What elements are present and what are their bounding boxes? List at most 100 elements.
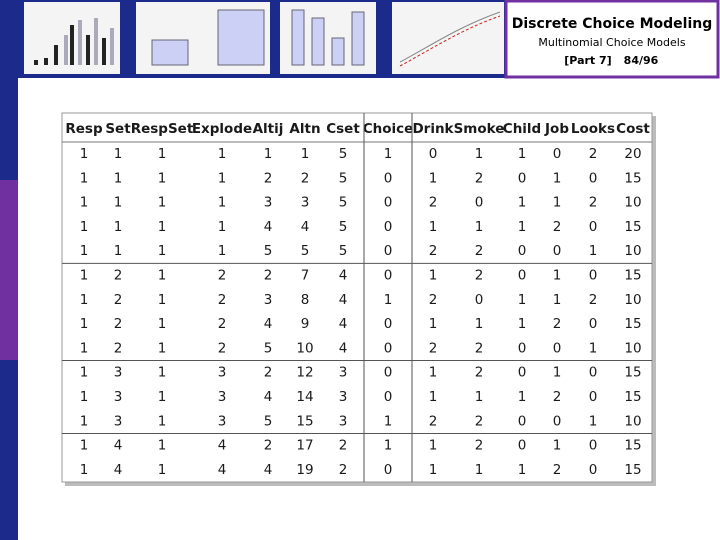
table-cell: 1 (80, 365, 89, 381)
table-cell: 12 (296, 365, 313, 381)
table-cell: 1 (301, 146, 310, 162)
table-cell: 1 (114, 146, 123, 162)
table-cell: 1 (518, 389, 527, 405)
table-cell: 0 (384, 316, 393, 332)
table-cell: 15 (624, 268, 641, 284)
table-cell: 3 (339, 389, 348, 405)
thumbnail (392, 2, 504, 74)
table-cell: 0 (384, 268, 393, 284)
table-cell: 4 (264, 462, 273, 478)
table-cell: 3 (264, 292, 273, 308)
table-cell: 3 (218, 413, 227, 429)
table-cell: 0 (384, 219, 393, 235)
table-cell: 2 (114, 268, 123, 284)
table-cell: 0 (518, 340, 527, 356)
column-header: Resp (65, 121, 103, 137)
table-cell: 1 (518, 146, 527, 162)
column-header: Job (544, 121, 569, 137)
table-cell: 1 (429, 462, 438, 478)
table-cell: 0 (384, 340, 393, 356)
table-cell: 1 (80, 292, 89, 308)
side-bar-accent (0, 180, 18, 360)
table-cell: 10 (296, 340, 313, 356)
table-cell: 5 (264, 243, 273, 259)
table-cell: 1 (158, 195, 167, 211)
table-cell: 3 (218, 389, 227, 405)
table-cell: 1 (384, 292, 393, 308)
table-cell: 15 (624, 219, 641, 235)
table-cell: 1 (80, 219, 89, 235)
table-cell: 15 (624, 365, 641, 381)
table-cell: 0 (518, 268, 527, 284)
table-cell: 0 (589, 389, 598, 405)
title-box (504, 0, 720, 79)
table-cell: 0 (589, 438, 598, 454)
table-cell: 2 (429, 243, 438, 259)
table-cell: 4 (264, 389, 273, 405)
table-cell: 0 (553, 340, 562, 356)
table-cell: 2 (553, 389, 562, 405)
table-cell: 1 (80, 268, 89, 284)
table-cell: 5 (264, 413, 273, 429)
table-cell: 1 (475, 462, 484, 478)
table-cell: 0 (384, 195, 393, 211)
table-cell: 5 (339, 195, 348, 211)
table-cell: 10 (624, 413, 641, 429)
table-cell: 1 (384, 146, 393, 162)
table-cell: 15 (624, 438, 641, 454)
table-cell: 1 (475, 316, 484, 332)
table-cell: 1 (80, 389, 89, 405)
table-cell: 5 (339, 146, 348, 162)
table-cell: 0 (589, 268, 598, 284)
column-header: Child (503, 121, 541, 137)
table-cell: 4 (339, 268, 348, 284)
column-header: Cost (616, 121, 650, 137)
table-cell: 1 (158, 268, 167, 284)
table-cell: 3 (114, 365, 123, 381)
table-cell: 1 (80, 170, 89, 186)
table-cell: 2 (553, 219, 562, 235)
slide-title: Discrete Choice Modeling (512, 16, 713, 32)
table-cell: 0 (518, 243, 527, 259)
table-cell: 4 (339, 316, 348, 332)
thumbnail (280, 2, 376, 74)
table-cell: 0 (589, 219, 598, 235)
table-cell: 2 (264, 170, 273, 186)
table-frame (61, 112, 653, 483)
table-cell: 1 (384, 438, 393, 454)
thumbnail (24, 2, 120, 74)
table-cell: 2 (264, 438, 273, 454)
table-cell: 0 (429, 146, 438, 162)
table-cell: 2 (218, 268, 227, 284)
table-cell: 1 (80, 243, 89, 259)
table-cell: 1 (158, 170, 167, 186)
table-cell: 8 (301, 292, 310, 308)
table-cell: 4 (114, 462, 123, 478)
table-cell: 0 (384, 243, 393, 259)
table-cell: 1 (475, 389, 484, 405)
table-cell: 2 (339, 462, 348, 478)
slide-subtitle: Multinomial Choice Models (538, 36, 685, 49)
table-cell: 0 (518, 438, 527, 454)
table-cell: 2 (429, 413, 438, 429)
page-number: 84/96 (624, 54, 659, 67)
table-cell: 1 (518, 195, 527, 211)
table-cell: 1 (218, 146, 227, 162)
table-cell: 1 (158, 389, 167, 405)
table-cell: 5 (339, 243, 348, 259)
table-cell: 0 (518, 413, 527, 429)
table-cell: 1 (518, 462, 527, 478)
table-cell: 1 (158, 413, 167, 429)
table-cell: 1 (518, 219, 527, 235)
table-cell: 1 (429, 389, 438, 405)
table-cell: 1 (553, 268, 562, 284)
table-cell: 10 (624, 243, 641, 259)
table-cell: 0 (553, 413, 562, 429)
table-cell: 2 (553, 316, 562, 332)
table-cell: 9 (301, 316, 310, 332)
table-cell: 3 (339, 365, 348, 381)
table-cell: 1 (553, 365, 562, 381)
table-cell: 4 (114, 438, 123, 454)
column-header: Explode (192, 121, 252, 137)
table-cell: 5 (301, 243, 310, 259)
